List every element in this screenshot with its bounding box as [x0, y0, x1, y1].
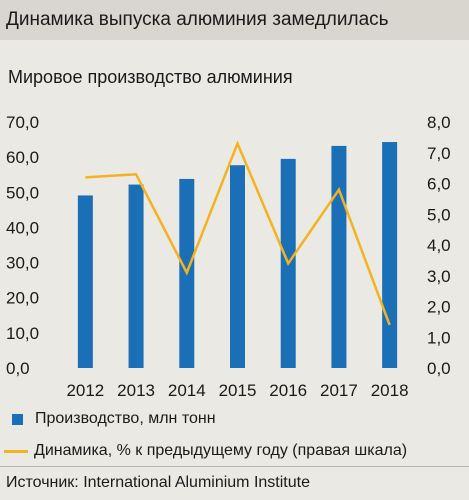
- x-tick-label: 2012: [66, 381, 104, 400]
- y-right-tick-label: 4,0: [427, 236, 451, 255]
- page-title: Динамика выпуска алюминия замедлилась: [0, 0, 469, 40]
- y-right-tick-label: 5,0: [427, 205, 451, 224]
- source-note: Источник: International Aluminium Instit…: [6, 474, 310, 491]
- x-tick-label: 2013: [117, 381, 155, 400]
- legend-item-production: Производство, млн тонн: [0, 408, 216, 430]
- y-right-tick-label: 3,0: [427, 267, 451, 286]
- y-left-tick-label: 60,0: [6, 148, 39, 167]
- legend-bar-label: Производство, млн тонн: [35, 410, 216, 427]
- bar-2013: [128, 184, 144, 368]
- x-tick-label: 2014: [168, 381, 206, 400]
- legend-line-label: Динамика, % к предыдущему году (правая ш…: [34, 442, 408, 459]
- x-tick-label: 2018: [371, 381, 409, 400]
- bar-2018: [382, 142, 398, 368]
- y-left-tick-label: 20,0: [6, 289, 39, 308]
- bar-2015: [230, 165, 245, 368]
- x-tick-label: 2017: [320, 381, 358, 400]
- y-right-tick-label: 0,0: [427, 359, 451, 378]
- bar-2017: [331, 145, 347, 368]
- y-right-tick-label: 1,0: [427, 328, 451, 347]
- y-left-tick-label: 10,0: [6, 324, 39, 343]
- y-left-tick-label: 50,0: [6, 183, 39, 202]
- y-left-tick-label: 40,0: [6, 218, 39, 237]
- bar-2012: [77, 195, 93, 368]
- y-left-tick-label: 70,0: [6, 113, 39, 132]
- x-tick-label: 2015: [219, 381, 257, 400]
- legend-bar-swatch: [12, 413, 23, 425]
- chart-subtitle: Мировое производство алюминия: [8, 67, 293, 87]
- x-tick-label: 2016: [269, 381, 307, 400]
- y-right-tick-label: 8,0: [427, 113, 451, 132]
- legend-line-swatch: [4, 449, 28, 453]
- source-divider: [0, 466, 469, 467]
- y-left-tick-label: 0,0: [6, 359, 30, 378]
- y-right-tick-label: 7,0: [427, 144, 451, 163]
- y-right-tick-label: 2,0: [427, 298, 451, 317]
- y-right-tick-label: 6,0: [427, 175, 451, 194]
- y-left-tick-label: 30,0: [6, 254, 39, 273]
- legend-item-dynamics: Динамика, % к предыдущему году (правая ш…: [0, 440, 407, 462]
